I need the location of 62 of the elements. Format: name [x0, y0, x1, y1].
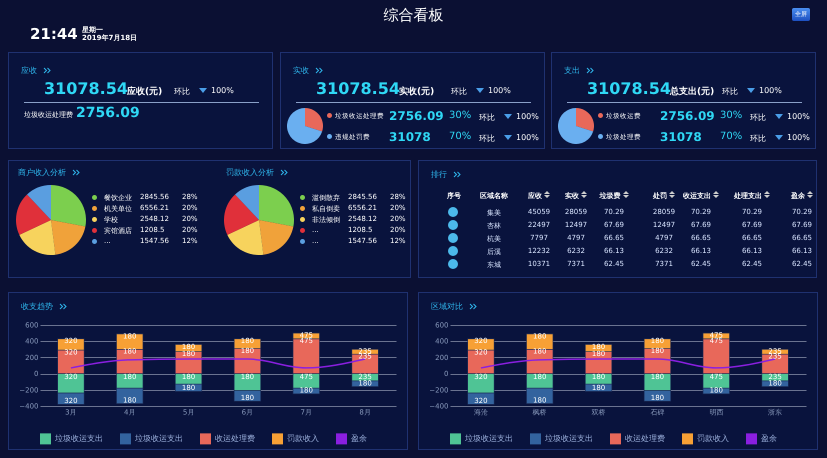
text: 100% [515, 133, 539, 142]
text: 实收(元) [399, 86, 434, 98]
pie-slice [259, 220, 294, 255]
chart-title: 支出 [564, 65, 581, 76]
pie-slice [558, 108, 594, 144]
pie-slice [305, 108, 323, 132]
chart-title: 实收 [293, 65, 310, 76]
text: 100% [786, 112, 810, 121]
text: 100% [515, 112, 539, 121]
text: 环比 [479, 112, 495, 123]
chart-title: 罚款收入分析 [226, 167, 275, 178]
pie-slice [51, 185, 86, 227]
text: 综合看板 [384, 6, 444, 24]
text: 环比 [722, 86, 738, 97]
text: 2756.09 [660, 109, 715, 123]
text: 环比 [750, 133, 766, 144]
legend-label: 垃圾收运支出 [134, 434, 183, 443]
text: 21:44 [30, 25, 78, 43]
text: 100% [786, 133, 810, 142]
text: 应收 [21, 65, 38, 76]
pie-slice [235, 185, 259, 220]
pie-slice [576, 108, 594, 132]
legend-label: 垃圾收运支出 [464, 434, 513, 443]
text: 总支出(元) [670, 86, 714, 98]
chart-title: 区域对比 [431, 301, 464, 312]
pie-slice [19, 220, 56, 255]
text: 31078 [660, 130, 702, 144]
pie-slice [287, 108, 322, 144]
chart-title: 商户收入分析 [18, 167, 67, 178]
pie-slice [27, 185, 51, 220]
legend-label: 垃圾收运支出 [54, 434, 103, 443]
pie-slice [224, 194, 259, 235]
text: 应收(元) [127, 86, 162, 98]
legend-label: 罚款收入 [697, 434, 729, 443]
text: 100% [210, 86, 234, 95]
text: 环比 [750, 112, 766, 123]
chart-title: 收支趋势 [21, 301, 54, 312]
pie-slice [259, 185, 294, 227]
text: 30% [449, 110, 472, 121]
text: 70% [720, 131, 742, 142]
text: 30% [720, 110, 742, 121]
pie-slice [227, 220, 264, 255]
text: 2756.09 [389, 109, 444, 123]
text: 31078.54 [44, 79, 128, 98]
text: 环比 [451, 86, 467, 97]
text: 环比 [174, 86, 190, 97]
legend-label: 罚款收入 [287, 434, 319, 443]
text: 排行 [431, 169, 448, 180]
text: 31078.54 [316, 79, 400, 98]
text: 100% [758, 86, 782, 95]
text: 2756.09 [76, 105, 140, 121]
legend-label: 盈余 [351, 434, 367, 443]
text: 31078 [389, 130, 431, 144]
pie-slice [16, 194, 51, 235]
text: 环比 [479, 133, 495, 144]
legend-label: 垃圾收运支出 [544, 434, 593, 443]
legend-label: 盈余 [761, 434, 777, 443]
legend-label: 收运处理费 [215, 434, 255, 443]
pie-slice [51, 220, 86, 255]
legend-label: 收运处理费 [625, 434, 665, 443]
text: 100% [487, 86, 511, 95]
text: 70% [449, 131, 472, 142]
